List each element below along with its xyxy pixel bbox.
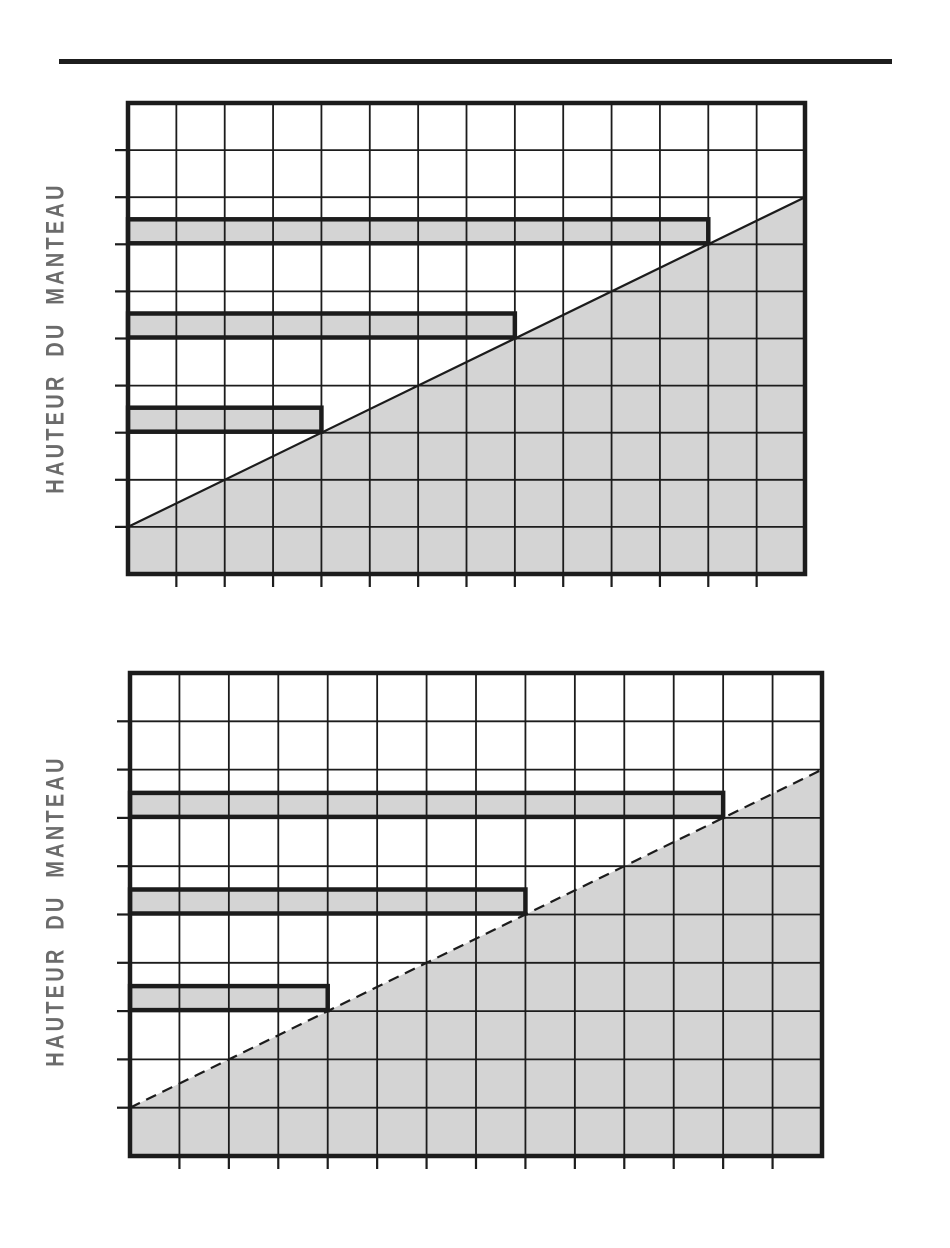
y-axis-label-hauteur-du-manteau: HAUTEUR DU MANTEAU [41,182,70,494]
header-rule [59,59,892,64]
chart-plot-bottom [117,670,825,1169]
chart-plot-top [115,100,808,587]
y-axis-label-hauteur-du-manteau: HAUTEUR DU MANTEAU [41,755,70,1067]
clearance-threshold-line [129,768,823,1109]
clearance-threshold-line [127,196,806,528]
